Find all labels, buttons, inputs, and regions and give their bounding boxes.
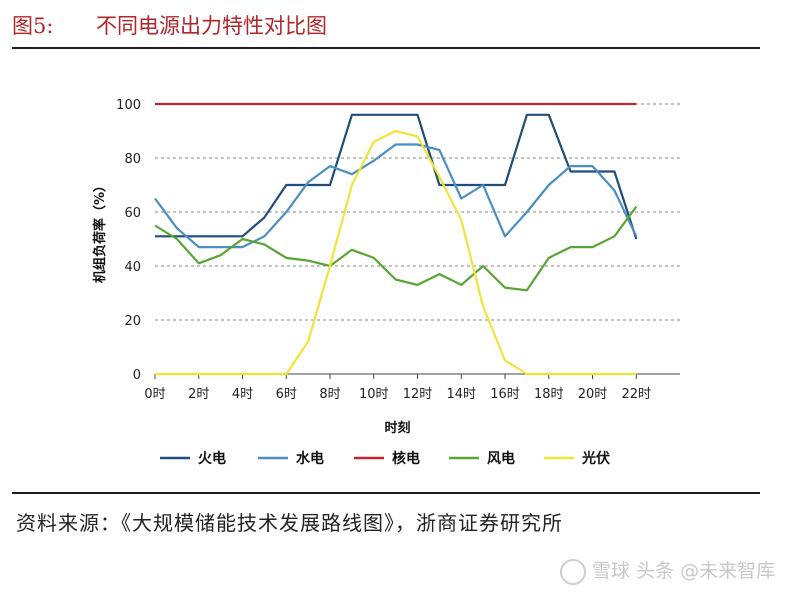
x-tick-label: 14时 xyxy=(446,387,476,402)
y-tick-label: 80 xyxy=(124,152,141,167)
x-tick-label: 18时 xyxy=(534,387,564,402)
legend-label: 光伏 xyxy=(581,450,610,467)
legend-label: 火电 xyxy=(198,450,226,467)
x-tick-label: 16时 xyxy=(490,387,520,402)
y-tick-label: 20 xyxy=(124,314,141,329)
y-tick-label: 0 xyxy=(133,368,141,383)
x-tick-label: 22时 xyxy=(621,387,651,402)
x-tick-label: 8时 xyxy=(319,387,340,402)
series-line-1 xyxy=(155,113,638,240)
watermark-text: 雪球 头条 @未来智库 xyxy=(592,560,776,582)
x-tick-label: 4时 xyxy=(232,387,253,402)
x-tick-label: 20时 xyxy=(578,387,608,402)
series-line-4 xyxy=(154,205,638,292)
legend-label: 水电 xyxy=(296,450,324,467)
series-line-5 xyxy=(155,129,637,376)
x-tick-label: 2时 xyxy=(188,387,209,402)
title-divider xyxy=(12,47,760,49)
figure-title: 图5: 不同电源出力特性对比图 xyxy=(12,10,327,40)
watermark: 雪球 头条 @未来智库 xyxy=(560,556,775,585)
source-divider xyxy=(12,492,760,494)
y-tick-label: 100 xyxy=(116,98,141,113)
figure-number: 图5: xyxy=(12,14,54,38)
x-tick-label: 10时 xyxy=(359,387,389,402)
x-tick-label: 12时 xyxy=(403,387,433,402)
watermark-logo-icon xyxy=(560,558,586,585)
legend-label: 核电 xyxy=(392,450,420,467)
x-tick-label: 6时 xyxy=(276,387,297,402)
legend-label: 风电 xyxy=(487,450,515,467)
y-tick-label: 40 xyxy=(124,260,141,275)
series-line-2 xyxy=(154,143,638,249)
x-axis-title: 时刻 xyxy=(384,420,410,436)
figure-title-text: 不同电源出力特性对比图 xyxy=(96,14,327,38)
x-tick-label: 0时 xyxy=(144,387,165,402)
source-note: 资料来源：《大规模储能技术发展路线图》，浙商证券研究所 xyxy=(16,511,563,535)
y-tick-label: 60 xyxy=(124,206,141,221)
y-axis-title: 机组负荷率（%） xyxy=(92,179,108,283)
